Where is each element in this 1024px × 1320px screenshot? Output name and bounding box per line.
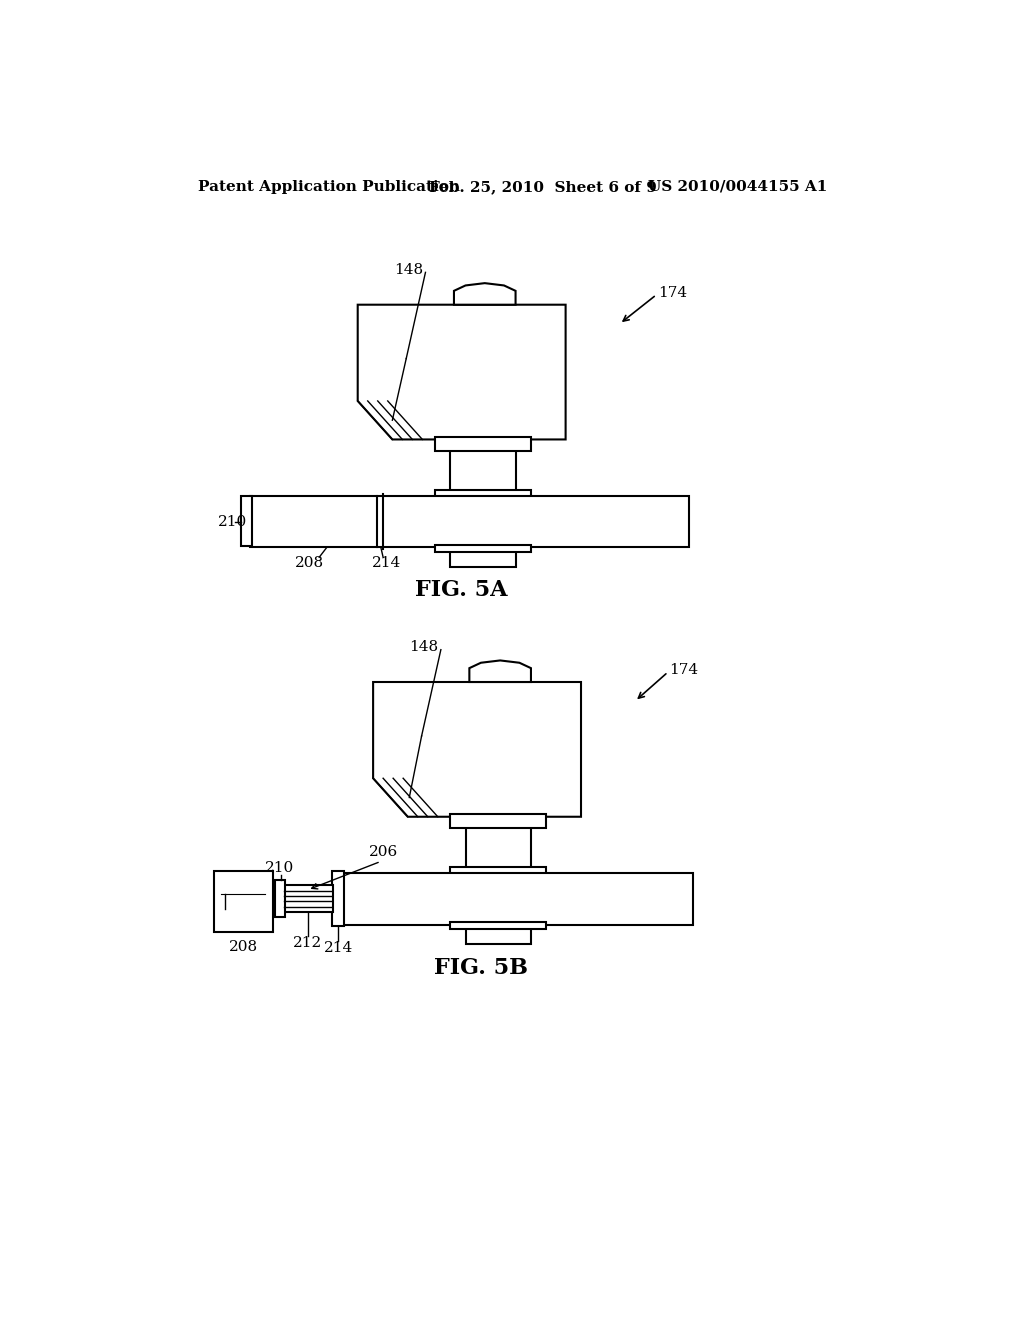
Text: 174: 174	[670, 664, 698, 677]
Text: FIG. 5B: FIG. 5B	[434, 957, 528, 979]
Text: 208: 208	[295, 556, 324, 570]
Text: 210: 210	[264, 861, 294, 875]
Bar	[435, 490, 531, 502]
Bar	[451, 867, 547, 878]
Bar	[333, 871, 344, 927]
Text: 210: 210	[217, 515, 247, 529]
Bar	[250, 495, 689, 548]
Bar	[275, 880, 285, 917]
Polygon shape	[454, 284, 515, 305]
Bar	[214, 871, 273, 932]
Bar	[435, 545, 531, 552]
Text: Patent Application Publication: Patent Application Publication	[199, 180, 461, 194]
Text: 214: 214	[324, 941, 353, 956]
Polygon shape	[469, 660, 531, 682]
Text: 148: 148	[410, 640, 438, 655]
Text: 208: 208	[229, 940, 258, 954]
Polygon shape	[357, 305, 565, 440]
Text: 174: 174	[658, 286, 687, 300]
Text: Feb. 25, 2010  Sheet 6 of 9: Feb. 25, 2010 Sheet 6 of 9	[429, 180, 657, 194]
Bar	[283, 886, 333, 912]
Bar	[451, 548, 515, 566]
Bar	[466, 924, 531, 944]
Bar	[451, 814, 547, 829]
Bar	[435, 437, 531, 451]
Text: FIG. 5A: FIG. 5A	[416, 578, 508, 601]
Bar	[241, 496, 252, 546]
Polygon shape	[373, 682, 581, 817]
Bar	[451, 440, 515, 494]
Bar	[342, 873, 692, 924]
Text: 206: 206	[369, 845, 397, 859]
Bar	[466, 817, 531, 871]
Text: 214: 214	[372, 556, 400, 570]
Bar	[451, 923, 547, 929]
Text: 148: 148	[394, 263, 423, 277]
Text: 212: 212	[293, 936, 323, 950]
Text: US 2010/0044155 A1: US 2010/0044155 A1	[648, 180, 827, 194]
